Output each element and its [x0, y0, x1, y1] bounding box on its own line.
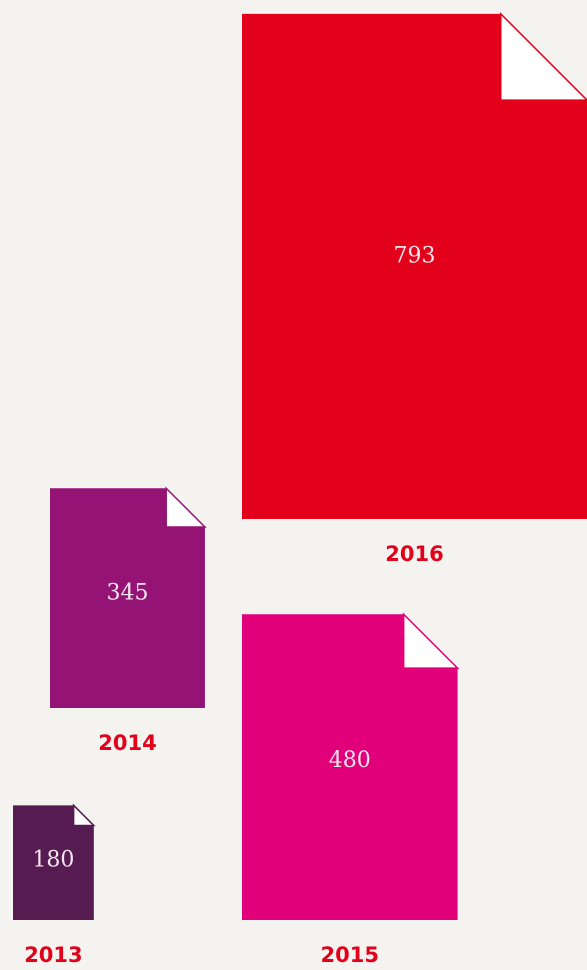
value-label: 793 [394, 243, 436, 268]
document-icon [50, 488, 205, 708]
page-fold [72, 803, 96, 827]
document-icon [13, 805, 94, 920]
document-icon [242, 13, 587, 519]
year-label: 2016 [385, 542, 443, 566]
value-label: 180 [32, 847, 74, 872]
year-label: 2015 [321, 943, 379, 967]
year-label: 2013 [24, 943, 82, 967]
value-label: 345 [106, 581, 148, 606]
page-fold [500, 12, 587, 101]
page-fold [402, 612, 460, 669]
document-icon [242, 614, 458, 920]
page-fold [165, 486, 207, 528]
value-label: 480 [329, 748, 371, 773]
year-label: 2014 [98, 731, 156, 755]
